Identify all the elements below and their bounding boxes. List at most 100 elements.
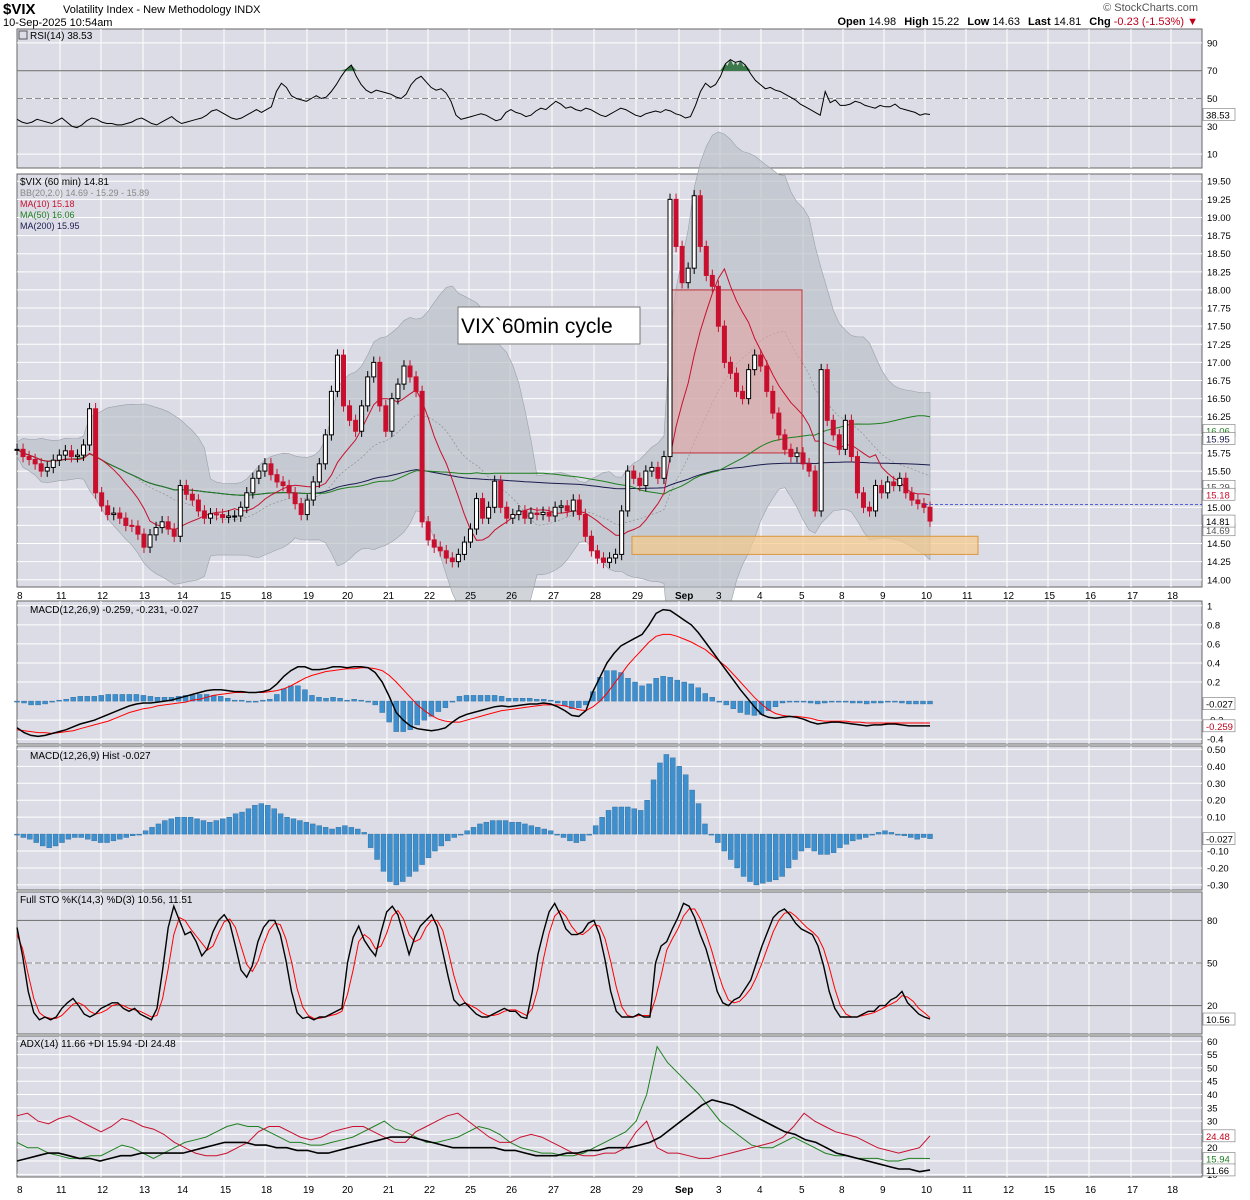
- macdhist-bar: [689, 789, 695, 835]
- macdhist-bar: [843, 833, 850, 845]
- macd-hist-bar: [639, 685, 645, 702]
- candle-body: [600, 557, 606, 563]
- adx-x-tick-label: 8: [17, 1185, 23, 1196]
- candle-body: [74, 454, 80, 458]
- macdhist-bar: [232, 813, 239, 835]
- macd-hist-bar: [35, 700, 41, 706]
- candle-body: [631, 470, 637, 479]
- macd-hist-bar: [793, 700, 800, 703]
- macd-hist-bar: [885, 700, 891, 703]
- macd-hist-bar: [913, 700, 919, 705]
- candle-body: [607, 557, 613, 563]
- macdhist-last-tag: [1202, 832, 1236, 845]
- candle-body: [885, 481, 891, 494]
- macd-y-tick: 0.4: [1207, 658, 1220, 669]
- candle-body: [679, 245, 685, 284]
- adx-x-tick-label: 12: [1003, 1185, 1015, 1196]
- adx-last: 11.66: [1206, 1166, 1229, 1177]
- macd-hist-bar: [224, 698, 231, 702]
- macd-hist-bar: [182, 695, 189, 702]
- macd-hist-bar: [246, 700, 252, 703]
- macdhist-bar: [393, 833, 400, 886]
- macd-hist-bar: [470, 695, 477, 702]
- macdhist-bar: [464, 830, 470, 835]
- price-y-tick: 17.25: [1207, 340, 1231, 351]
- x-tick-label: 18: [261, 591, 273, 602]
- sto-y-tick: 50: [1207, 959, 1218, 970]
- macdhist-bar: [226, 816, 232, 835]
- macd-hist-bar: [723, 700, 730, 706]
- candle-body: [528, 512, 534, 519]
- chg-value: -0.23 (-1.53%): [1113, 16, 1185, 28]
- macdhist-bar: [329, 828, 335, 835]
- macd-hist-bar: [800, 700, 807, 703]
- macdhist-bar: [258, 803, 265, 835]
- ma50-line: [16, 415, 931, 496]
- macd-hist-bar: [477, 695, 484, 702]
- macdhist-legend: MACD(12,26,9) Hist -0.027: [30, 751, 151, 762]
- macdhist-bar: [856, 833, 862, 840]
- candle-body: [516, 510, 522, 516]
- candle-body: [111, 512, 117, 516]
- candle-body: [806, 463, 812, 472]
- macdhist-bar: [760, 833, 766, 884]
- macdhist-bar: [715, 833, 721, 843]
- candle-body: [812, 470, 818, 512]
- macd-hist-bar: [463, 695, 470, 702]
- candle-body: [788, 448, 794, 458]
- sto-legend: Full STO %K(14,3) %D(3) 10.56, 11.51: [20, 895, 193, 906]
- macd-hist-bar: [751, 700, 758, 716]
- price-legend-4: MA(200) 15.95: [20, 221, 80, 231]
- macd-hist-bar: [63, 698, 69, 702]
- macdhist-bar: [181, 816, 187, 835]
- candle-body: [280, 481, 286, 487]
- macdhist-bar: [837, 833, 843, 848]
- macdhist-bar: [727, 833, 734, 860]
- adx-x-tick-label: 18: [1167, 1185, 1179, 1196]
- adx-x-tick-label: 11: [962, 1185, 973, 1196]
- adx-x-tick-label: 22: [424, 1185, 436, 1196]
- macd-hist-bar: [196, 694, 203, 702]
- price-y-tick: 14.50: [1207, 539, 1231, 550]
- candle-body: [268, 463, 274, 476]
- macd-hist-bar: [407, 700, 413, 730]
- macdhist-bar: [40, 833, 46, 847]
- candle-body: [721, 325, 727, 363]
- candle-body: [782, 434, 788, 450]
- macd-hist-bar: [814, 700, 821, 705]
- macdhist-bar: [644, 800, 650, 835]
- candle-body: [214, 513, 220, 516]
- candle-body: [879, 485, 885, 494]
- macd-hist-bar: [344, 699, 350, 702]
- price-y-tick: 19.50: [1207, 177, 1231, 188]
- x-tick-label: 11: [962, 591, 973, 602]
- macdhist-bar: [509, 822, 515, 835]
- x-tick-label: 9: [880, 591, 886, 602]
- macdhist-bar: [303, 822, 310, 835]
- macdhist-bar: [824, 833, 830, 855]
- macd-y-tick: 0.2: [1207, 678, 1220, 689]
- macd-hist-bar: [850, 700, 856, 704]
- adx-background: [16, 1035, 1203, 1178]
- macdhist-bar: [400, 833, 406, 882]
- price-right-tag: 15.29: [1206, 482, 1230, 493]
- x-tick-label: 15: [220, 591, 232, 602]
- macd-hist-bar: [519, 698, 526, 702]
- adx-y-tick: 45: [1207, 1077, 1218, 1088]
- macdhist-bar: [882, 830, 888, 835]
- macdhist-bar: [721, 833, 727, 852]
- macdhist-bar: [142, 830, 149, 835]
- price-y-tick: 17.75: [1207, 304, 1231, 315]
- x-tick-label: 29: [632, 591, 644, 602]
- macdhist-bar: [560, 833, 567, 838]
- price-y-tick: 19.25: [1207, 195, 1231, 206]
- macd-hist-bar: [456, 696, 463, 702]
- adx-legend: ADX(14) 11.66 +DI 15.94 -DI 24.48: [20, 1039, 176, 1050]
- macd-hist-bar: [857, 700, 863, 704]
- macdhist-bar: [290, 818, 297, 835]
- macdhist-bar: [811, 833, 817, 852]
- macdhist-bar: [695, 803, 702, 835]
- candle-body: [498, 480, 504, 508]
- adx-x-tick-label: 27: [548, 1185, 560, 1196]
- macdhist-bar: [875, 832, 882, 835]
